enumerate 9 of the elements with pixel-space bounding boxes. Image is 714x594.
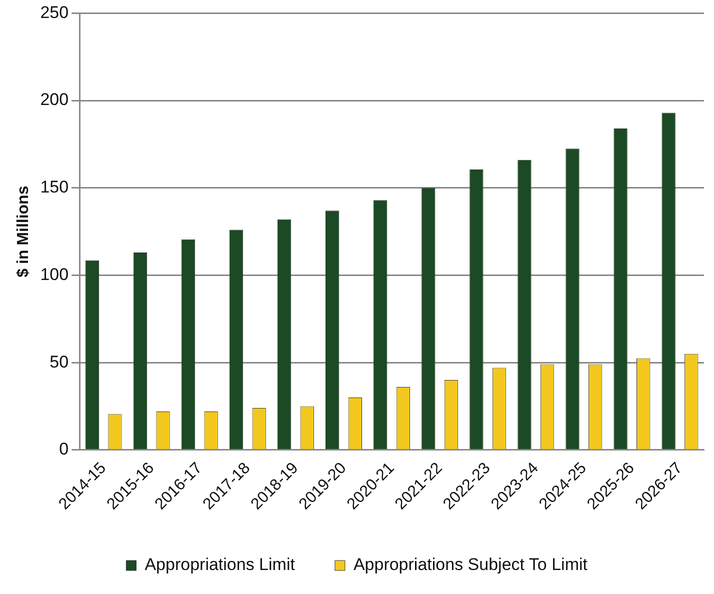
- y-tick-label: 100: [40, 264, 69, 284]
- legend-label: Appropriations Limit: [144, 555, 296, 574]
- y-axis-title: $ in Millions: [15, 186, 32, 278]
- y-tick-label: 0: [59, 440, 69, 459]
- y-tick-label: 150: [40, 178, 69, 197]
- y-tick-label: 250: [40, 2, 69, 22]
- y-tick-label: 200: [40, 90, 69, 110]
- legend-label: Appropriations Subject To Limit: [353, 555, 588, 574]
- y-tick-label: 50: [50, 352, 69, 372]
